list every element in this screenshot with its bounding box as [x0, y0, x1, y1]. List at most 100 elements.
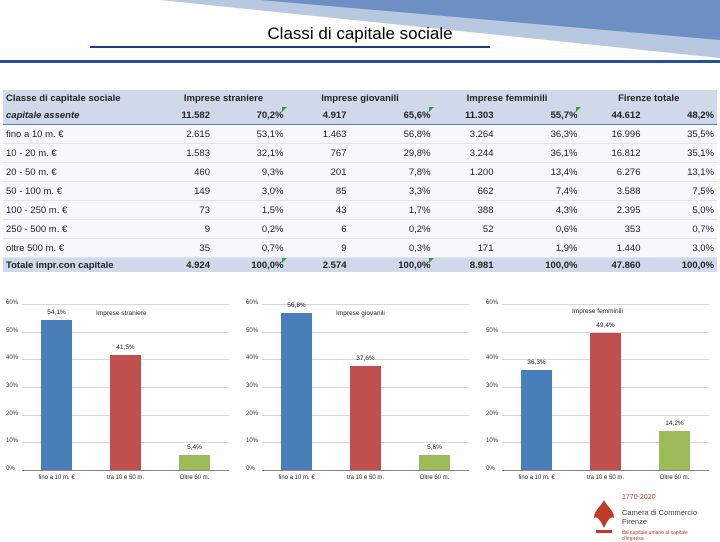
page-title: Classi di capitale sociale: [267, 24, 453, 43]
x-tick-label: tra 10 e 50 m.: [106, 475, 145, 481]
y-tick-label: 10%: [6, 438, 19, 445]
x-axis-line: [22, 470, 229, 471]
table-cell: 460: [160, 162, 213, 182]
logo-line2: Firenze: [622, 517, 648, 526]
x-tick-label: fino a 10 m. €: [278, 475, 315, 481]
table-total-row: Totale impr.con capitale 4.924 100,0% 2.…: [3, 257, 717, 272]
chamber-logo: 1770-2020 Camera di Commercio Firenze da…: [590, 494, 710, 542]
table-cell: 0,2%: [349, 219, 434, 239]
gridline: [262, 331, 469, 333]
table-cell: 353: [580, 219, 644, 239]
y-tick-label: 20%: [6, 410, 19, 417]
chart-imprese-straniere: 0% 10% 20% 30% 40% 50% 60% 54,1% fino a 10 m. € 4…: [0, 296, 235, 492]
bar: [178, 455, 211, 470]
table-row: 50 - 100 m. €149 3,0% 85 3,3% 662 7,4% 3.588 7,…: [3, 181, 717, 201]
lily-logo-icon: [594, 500, 614, 533]
x-tick-label: Oltre 50 m.: [659, 475, 690, 481]
chart-title: Imprese femminili: [572, 308, 623, 315]
data-label: 5,4%: [187, 444, 202, 452]
table-cell: 3,3%: [349, 181, 434, 201]
data-label: 41,5%: [116, 344, 135, 352]
y-tick-label: 0%: [246, 466, 255, 472]
x-tick-label: fino a 10 m. €: [518, 475, 555, 481]
y-tick-label: 60%: [6, 300, 19, 306]
row-label: fino a 10 m. €: [3, 124, 161, 144]
header-cell: 70,2%: [213, 107, 287, 125]
y-tick-label: 0%: [6, 466, 15, 472]
header-cell: 44.612: [580, 107, 644, 125]
row-label: 100 - 250 m. €: [3, 200, 161, 220]
gridline: [22, 304, 229, 305]
table-cell: 7,8%: [349, 162, 434, 182]
logo-years: 1770-2020: [622, 494, 656, 501]
data-label: 49,4%: [596, 322, 615, 330]
table-cell: 4,3%: [496, 200, 581, 220]
table-cell: 73: [160, 200, 213, 220]
x-tick-label: tra 10 e 50 m.: [346, 475, 385, 481]
row-label: 50 - 100 m. €: [3, 181, 161, 201]
header-cell: 48,2%: [643, 107, 717, 125]
table-cell: 43: [286, 200, 350, 220]
row-label: 20 - 50 m. €: [3, 162, 161, 182]
y-tick-label: 40%: [486, 355, 499, 362]
logo-tagline: dal capitale umano al capitale d'impresa: [622, 530, 688, 542]
table-cell: 9,3%: [213, 162, 287, 182]
x-tick-label: fino a 10 m. €: [38, 475, 75, 481]
total-cell: 100,0%: [496, 257, 581, 272]
chart-title: Imprese straniere: [96, 310, 147, 317]
total-cell: 2.574: [286, 257, 350, 272]
bar: [109, 355, 142, 470]
y-tick-label: 20%: [246, 410, 259, 417]
total-cell: 100,0%: [213, 257, 287, 272]
title-decoration: [160, 0, 720, 58]
y-tick-label: 30%: [6, 383, 19, 389]
table-cell: 9: [160, 219, 213, 239]
title-underline: [90, 46, 490, 48]
table-cell: 0,7%: [213, 238, 287, 258]
data-label: 14,2%: [665, 419, 684, 427]
table-cell: 0,7%: [643, 219, 717, 239]
data-label: 5,6%: [427, 443, 442, 451]
table-cell: 6: [286, 219, 350, 239]
header-cell: 11.582: [160, 107, 213, 125]
table-cell: 16.812: [580, 143, 644, 163]
table-cell: 3,0%: [643, 238, 717, 258]
chart-title: Imprese giovanili: [336, 310, 385, 317]
table-cell: 201: [286, 162, 350, 182]
header-cell: 55,7%: [496, 107, 581, 125]
table-row: fino a 10 m. €2.615 53,1% 1.463 56,8% 3.264 3…: [3, 124, 717, 144]
bar: [658, 430, 691, 470]
bar: [589, 333, 622, 470]
table-cell: 35,1%: [643, 143, 717, 163]
data-label: 37,6%: [356, 354, 375, 362]
table-cell: 32,1%: [213, 143, 287, 163]
table-cell: 1.440: [580, 238, 644, 258]
table-cell: 149: [160, 181, 213, 201]
y-tick-label: 10%: [486, 438, 499, 445]
table-cell: 1.583: [160, 143, 213, 163]
y-tick-label: 60%: [246, 300, 259, 306]
header-cell: capitale assente: [3, 107, 161, 125]
table-cell: 0,2%: [213, 219, 287, 239]
header-cell: 4.917: [286, 107, 350, 125]
bar: [520, 369, 553, 470]
table-cell: 35,5%: [643, 124, 717, 144]
table-row: 10 - 20 m. €1.583 32,1% 767 29,8% 3.244 36,1%…: [3, 143, 717, 163]
table-cell: 9: [286, 238, 350, 258]
y-tick-label: 0%: [486, 466, 495, 472]
y-tick-label: 30%: [246, 383, 259, 389]
header-cell: Firenze totale: [580, 90, 717, 107]
total-cell: Totale impr.con capitale: [3, 257, 161, 272]
table-cell: 3.244: [433, 143, 497, 163]
table-cell: 2.615: [160, 124, 213, 144]
table-cell: 29,8%: [349, 143, 434, 163]
gridline: [502, 331, 709, 333]
gridline: [502, 304, 709, 305]
table-cell: 1,5%: [213, 200, 287, 220]
x-axis-line: [262, 470, 469, 471]
header-cell: Imprese giovanili: [286, 90, 434, 107]
bar: [40, 320, 73, 470]
header-cell: Classe di capitale sociale: [3, 90, 161, 107]
table-row: 20 - 50 m. €460 9,3% 201 7,8% 1.200 13,4% 6.27…: [3, 162, 717, 182]
data-label: 54,1%: [47, 309, 66, 317]
